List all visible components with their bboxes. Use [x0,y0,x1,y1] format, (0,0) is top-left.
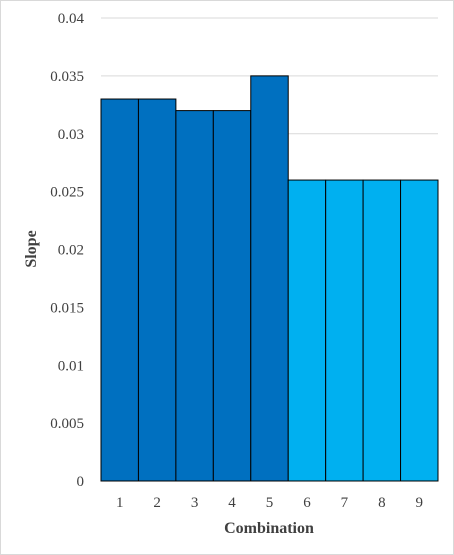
x-tick-label: 7 [341,495,349,511]
y-tick-label: 0.015 [50,300,84,316]
bar-7 [325,179,364,482]
x-tick-label: 1 [116,495,124,511]
bar-5 [250,75,289,482]
y-tick-label: 0.03 [58,127,84,143]
x-axis-ticks: 1 2 3 4 5 6 7 8 9 [116,495,423,511]
bar-6 [287,179,327,482]
bars [100,75,439,482]
y-tick-label: 0.04 [58,11,85,27]
x-tick-label: 3 [191,495,199,511]
y-tick-label: 0.01 [58,358,84,374]
bar-9 [400,179,439,482]
x-tick-label: 9 [416,495,424,511]
y-tick-label: 0.02 [58,243,84,259]
y-tick-label: 0.035 [50,69,84,85]
x-tick-label: 2 [153,495,161,511]
bar-3 [175,110,214,482]
x-tick-label: 8 [378,495,386,511]
x-tick-label: 6 [303,495,311,511]
bar-2 [137,98,177,482]
x-axis-title: Combination [224,520,314,537]
y-axis-ticks: 0 0.005 0.01 0.015 0.02 0.025 0.03 0.035 0.04 [50,11,84,490]
y-tick-label: 0 [77,474,85,490]
bar-4 [212,110,252,482]
y-axis-title: Slope [23,230,40,267]
y-tick-label: 0.005 [50,416,84,432]
bar-1 [100,98,139,482]
y-tick-label: 0.025 [50,185,84,201]
x-tick-label: 5 [266,495,274,511]
x-tick-label: 4 [228,495,236,511]
bar-8 [362,179,402,482]
